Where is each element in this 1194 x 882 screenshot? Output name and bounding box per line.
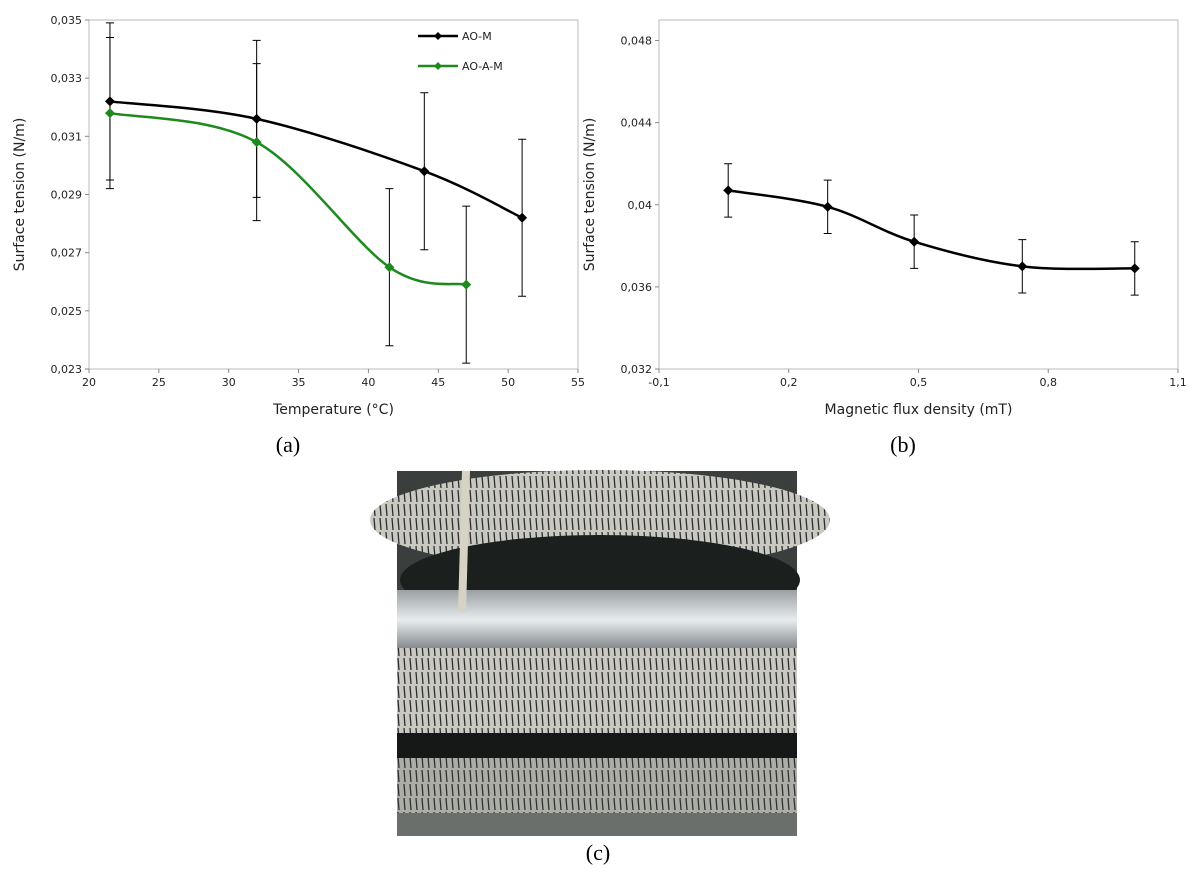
- y-tick-label: 0,035: [51, 14, 83, 27]
- x-tick-label: 40: [361, 376, 375, 389]
- plot-frame: [658, 19, 1179, 370]
- x-axis-title: Magnetic flux density (mT): [825, 402, 1013, 418]
- legend-label: AO-M: [462, 30, 492, 43]
- marker: [104, 108, 115, 119]
- marker: [251, 137, 262, 148]
- x-tick-label: -0,1: [648, 376, 669, 389]
- marker: [461, 279, 472, 290]
- x-tick-label: 25: [152, 376, 166, 389]
- plot-frame: [88, 19, 579, 370]
- y-tick-label: 0,023: [51, 363, 83, 376]
- x-tick-label: 30: [222, 376, 236, 389]
- x-tick-label: 35: [292, 376, 306, 389]
- marker: [419, 166, 430, 177]
- marker: [822, 201, 833, 212]
- legend-label: AO-A-M: [462, 60, 503, 73]
- panel-caption: (a): [276, 432, 300, 457]
- legend-marker: [434, 32, 442, 40]
- marker: [1017, 261, 1028, 272]
- panel-caption: (b): [890, 432, 916, 457]
- y-tick-label: 0,044: [621, 117, 653, 130]
- y-tick-label: 0,031: [51, 130, 83, 143]
- x-tick-label: 55: [571, 376, 585, 389]
- x-tick-label: 0,8: [1040, 376, 1058, 389]
- marker: [909, 236, 920, 247]
- y-tick-label: 0,029: [51, 189, 83, 202]
- x-tick-label: 45: [431, 376, 445, 389]
- legend-marker: [434, 62, 442, 70]
- y-tick-label: 0,036: [621, 281, 653, 294]
- x-tick-label: 0,2: [780, 376, 798, 389]
- x-tick-label: 20: [82, 376, 96, 389]
- x-tick-label: 50: [501, 376, 515, 389]
- y-tick-label: 0,033: [51, 72, 83, 85]
- y-axis-title: Surface tension (N/m): [582, 118, 598, 272]
- y-tick-label: 0,027: [51, 247, 83, 260]
- y-axis-title: Surface tension (N/m): [12, 118, 28, 272]
- series-line: [109, 111, 467, 286]
- marker: [723, 185, 734, 196]
- marker: [517, 212, 528, 223]
- series-line: [109, 100, 523, 219]
- x-tick-label: 1,1: [1169, 376, 1187, 389]
- photo-caption: (c): [586, 840, 610, 865]
- photo: [370, 470, 830, 836]
- y-tick-label: 0,04: [628, 199, 653, 212]
- marker: [384, 262, 395, 273]
- x-tick-label: 0,5: [910, 376, 928, 389]
- y-tick-label: 0,025: [51, 305, 83, 318]
- x-axis-title: Temperature (°C): [272, 402, 394, 418]
- series-line: [727, 189, 1135, 271]
- marker: [1129, 263, 1140, 274]
- y-tick-label: 0,048: [621, 35, 653, 48]
- y-tick-label: 0,032: [621, 363, 653, 376]
